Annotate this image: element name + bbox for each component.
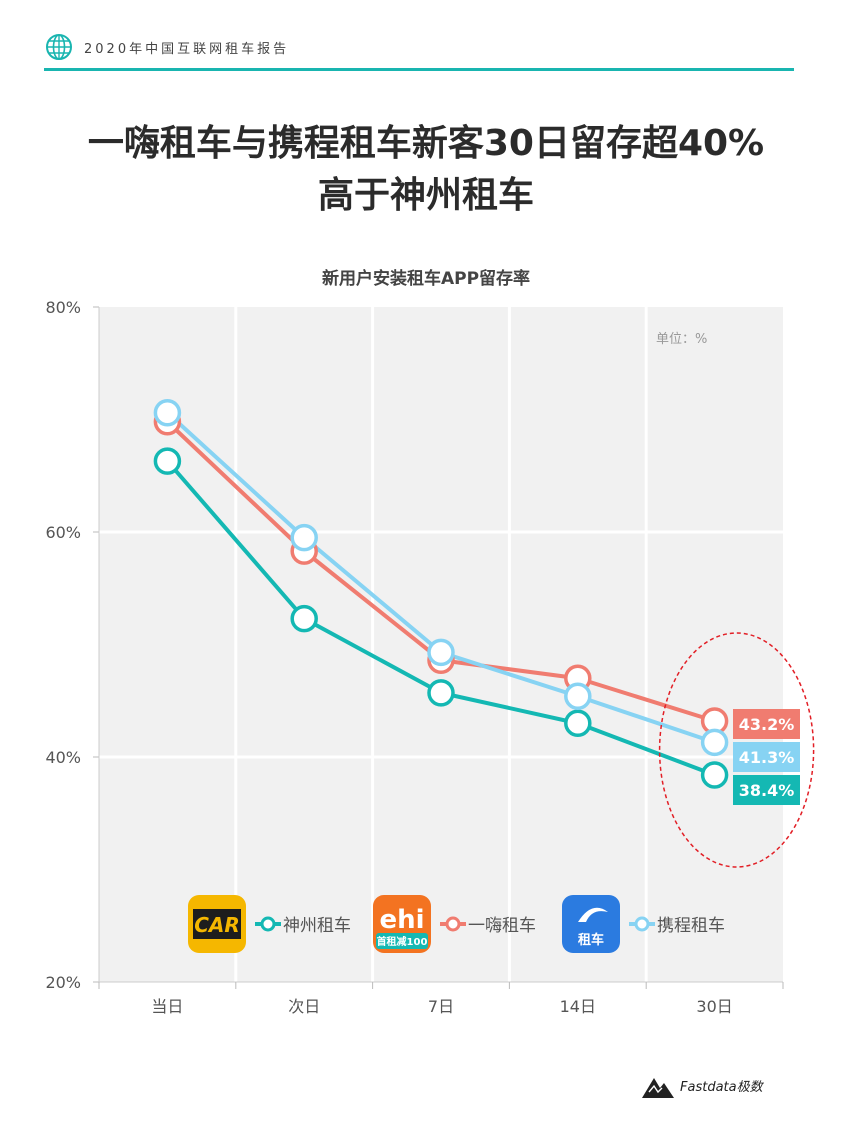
y-tick-label: 40% — [45, 748, 81, 767]
legend-marker-2 — [445, 916, 461, 932]
globe-icon — [46, 34, 72, 60]
series-point-1 — [153, 447, 182, 475]
headline-line-1: 一嗨租车与携程租车新客30日留存超40% — [87, 123, 765, 164]
x-tick-label: 7日 — [428, 997, 454, 1016]
legend-label-3: 携程租车 — [657, 916, 725, 936]
report-title: 2020年中国互联网租车报告 — [84, 42, 290, 57]
x-tick-label: 30日 — [696, 997, 732, 1016]
footer-brand-text: Fastdata极数 — [680, 1080, 763, 1095]
series-point-1 — [564, 709, 592, 737]
car-logo-text: CAR — [194, 913, 240, 937]
ctrip-app-icon — [562, 895, 620, 953]
legend-label-1: 神州租车 — [283, 916, 351, 936]
series-point-3 — [427, 638, 455, 667]
mountain-logo-icon — [642, 1078, 674, 1098]
y-tick-label: 20% — [45, 973, 81, 992]
chart-title: 新用户安装租车APP留存率 — [322, 268, 530, 289]
end-value-label: 43.2% — [739, 715, 795, 734]
legend-label-2: 一嗨租车 — [468, 916, 536, 936]
series-point-3 — [700, 728, 729, 757]
ehi-logo-text: ehi — [379, 905, 424, 935]
x-tick-label: 14日 — [560, 997, 596, 1016]
page-headline: 一嗨租车与携程租车新客30日留存超40% 高于神州租车 — [0, 118, 852, 222]
end-value-badge — [733, 742, 800, 772]
report-header: 2020年中国互联网租车报告 — [44, 30, 794, 72]
series-point-3 — [290, 523, 318, 552]
highlight-ellipse — [658, 632, 815, 868]
unit-note: 单位：% — [656, 332, 707, 347]
series-point-1 — [700, 761, 729, 789]
end-value-badge — [733, 775, 800, 805]
ehi-logo-sublabel: 首租减100 — [377, 935, 428, 948]
series-point-1 — [290, 604, 318, 633]
series-point-3 — [564, 682, 592, 710]
ehi-logo-ribbon — [376, 933, 428, 949]
y-tick-label: 60% — [45, 523, 81, 542]
series-point-3 — [153, 399, 182, 427]
series-point-1 — [427, 679, 455, 707]
legend-marker-1 — [260, 916, 276, 932]
end-value-label: 41.3% — [739, 748, 795, 767]
headline-line-2: 高于神州租车 — [317, 175, 534, 216]
end-value-badge — [733, 709, 800, 739]
dolphin-icon — [578, 907, 608, 922]
ctrip-logo-text: 租车 — [578, 932, 604, 948]
end-value-label: 38.4% — [739, 781, 795, 800]
legend-marker-3 — [634, 916, 650, 932]
y-tick-label: 80% — [45, 298, 81, 317]
car-logo-plate — [193, 909, 241, 939]
x-tick-label: 次日 — [288, 997, 320, 1016]
x-tick-label: 当日 — [151, 997, 183, 1016]
header-divider — [44, 68, 794, 71]
